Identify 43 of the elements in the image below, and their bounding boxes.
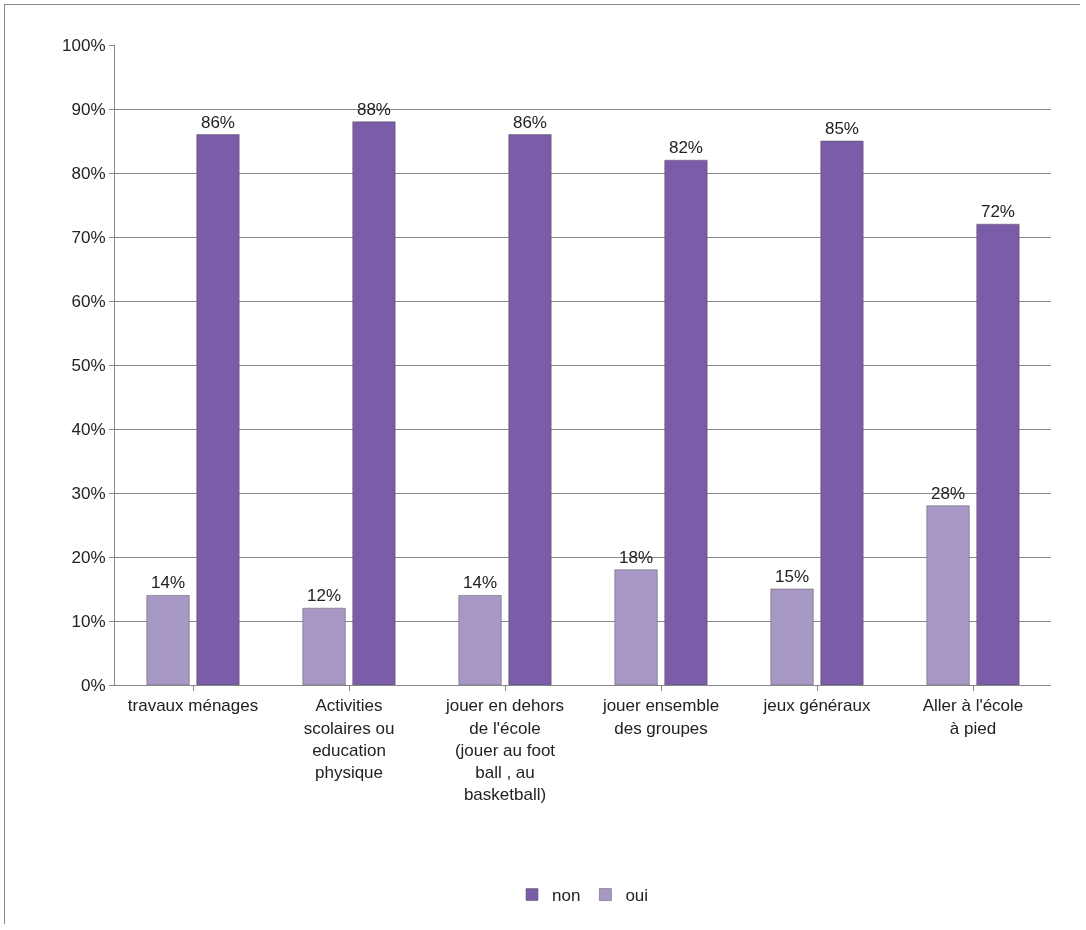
bar	[196, 134, 240, 685]
x-tick-label: jeux généraux	[762, 696, 871, 716]
data-label: 86%	[512, 112, 547, 132]
data-label: 85%	[824, 119, 859, 138]
data-label: 14%	[463, 573, 498, 593]
legend-label: oui	[625, 886, 649, 906]
y-tick-label: 30%	[71, 483, 106, 503]
bar	[302, 607, 346, 685]
x-tick-label: jouer ensemble des groupes	[601, 696, 720, 738]
x-tick-label: Aller à l'école à pied	[922, 696, 1024, 738]
y-tick-label: 90%	[71, 99, 106, 119]
data-label: 72%	[980, 202, 1015, 222]
y-tick-label: 100%	[62, 35, 106, 55]
data-label: 14%	[151, 573, 186, 593]
bar	[664, 159, 708, 685]
x-tick-label: Activities scolaires ou education physique	[303, 696, 395, 782]
y-tick-label: 0%	[81, 675, 106, 695]
data-label: 86%	[200, 112, 235, 132]
data-label: 82%	[668, 138, 703, 158]
y-tick-label: 20%	[71, 547, 106, 567]
y-tick-label: 80%	[71, 163, 106, 183]
y-tick-label: 50%	[71, 355, 106, 375]
bar	[458, 595, 502, 685]
data-label: 18%	[619, 547, 654, 567]
data-label: 12%	[307, 586, 342, 606]
y-tick-label: 40%	[71, 419, 106, 439]
bar	[614, 569, 658, 685]
bar	[976, 223, 1020, 685]
y-tick-label: 10%	[71, 611, 106, 631]
data-label: 88%	[356, 99, 391, 119]
y-tick-label: 60%	[71, 291, 106, 311]
bar	[926, 505, 970, 685]
bar	[508, 134, 552, 685]
y-tick-label: 70%	[71, 227, 106, 247]
bar	[770, 588, 814, 685]
bar	[352, 121, 396, 685]
legend-label: non	[552, 886, 581, 906]
x-tick-label: travaux ménages	[127, 696, 259, 716]
bar	[820, 140, 864, 685]
bar	[146, 595, 190, 685]
data-label: 28%	[931, 483, 966, 503]
x-tick-label: jouer en dehors de l'école (jouer au foot ball , au basketball)	[444, 696, 565, 804]
data-label: 15%	[775, 567, 810, 586]
